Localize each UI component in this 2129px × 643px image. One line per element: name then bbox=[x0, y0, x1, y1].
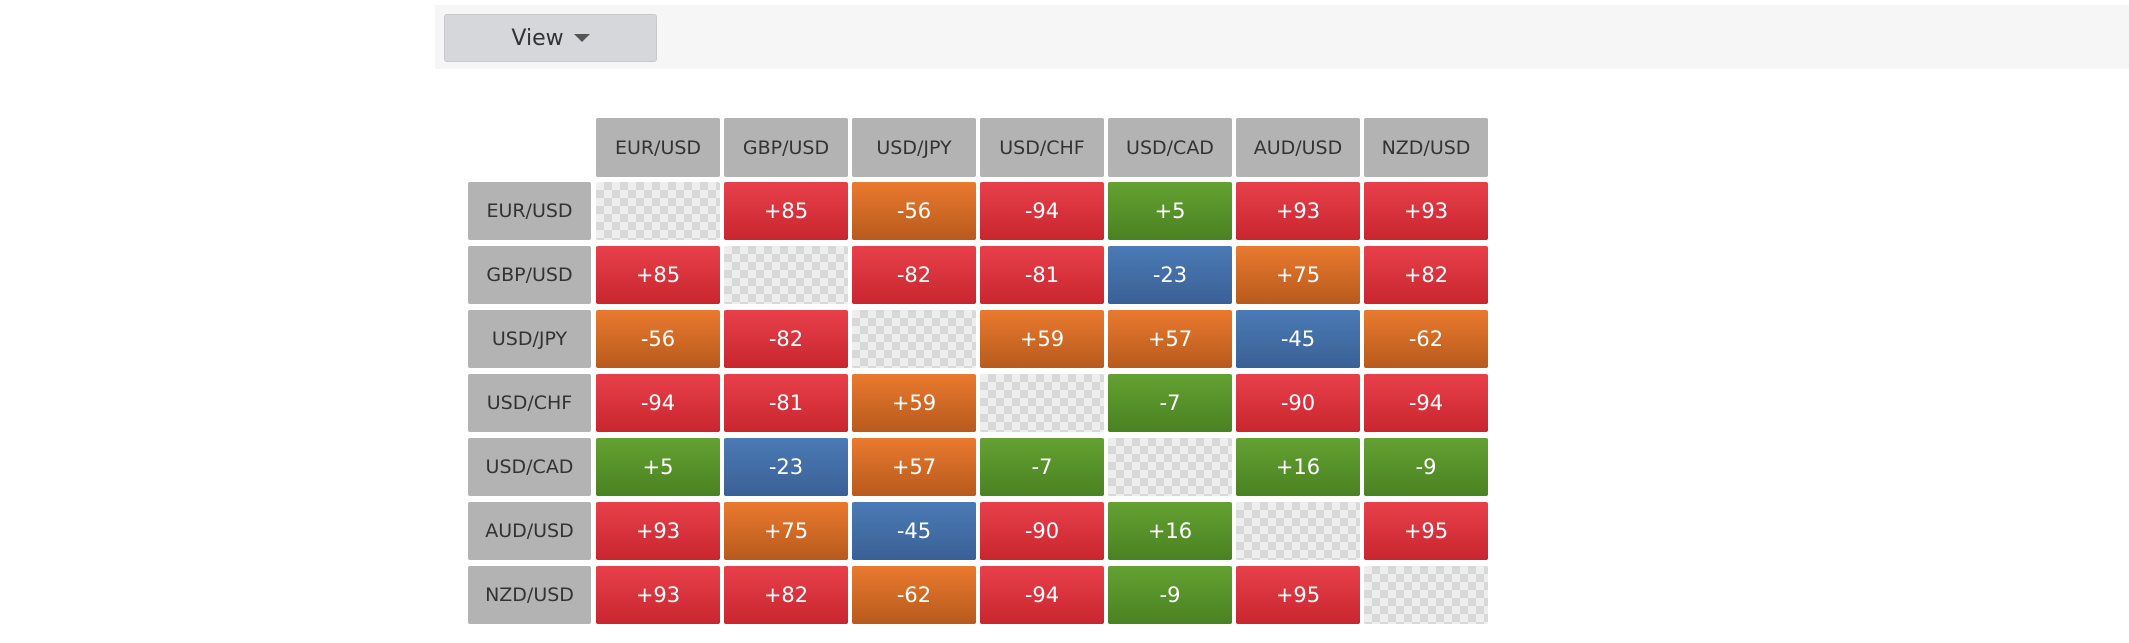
correlation-cell: +57 bbox=[1108, 310, 1232, 368]
caret[interactable] bbox=[573, 34, 590, 42]
correlation-cell: -81 bbox=[980, 246, 1104, 304]
correlation-cell: +82 bbox=[724, 566, 848, 624]
toolbar: View bbox=[435, 5, 2129, 69]
view-label[interactable]: View bbox=[511, 25, 564, 51]
correlation-cell: -7 bbox=[980, 438, 1104, 496]
correlation-cell: -23 bbox=[724, 438, 848, 496]
correlation-cell: +95 bbox=[1236, 566, 1360, 624]
correlation-cell: -90 bbox=[980, 502, 1104, 560]
column-header: NZD/USD bbox=[1364, 118, 1488, 177]
correlation-cell: -94 bbox=[980, 182, 1104, 240]
correlation-cell: -62 bbox=[1364, 310, 1488, 368]
correlation-cell: +75 bbox=[724, 502, 848, 560]
row-header: NZD/USD bbox=[468, 566, 591, 624]
view-button[interactable]: View bbox=[444, 14, 657, 62]
correlation-cell: +93 bbox=[1364, 182, 1488, 240]
correlation-cell: +75 bbox=[1236, 246, 1360, 304]
row-header: USD/CAD bbox=[468, 438, 591, 496]
correlation-cell: +16 bbox=[1108, 502, 1232, 560]
correlation-cell: -62 bbox=[852, 566, 976, 624]
correlation-cell: +5 bbox=[1108, 182, 1232, 240]
correlation-cell: +16 bbox=[1236, 438, 1360, 496]
correlation-cell: +59 bbox=[852, 374, 976, 432]
empty-cell bbox=[1108, 438, 1232, 496]
column-header: USD/JPY bbox=[852, 118, 976, 177]
row-header: USD/JPY bbox=[468, 310, 591, 368]
correlation-cell: +95 bbox=[1364, 502, 1488, 560]
correlation-cell: +93 bbox=[1236, 182, 1360, 240]
correlation-cell: -9 bbox=[1108, 566, 1232, 624]
column-header: USD/CAD bbox=[1108, 118, 1232, 177]
row-header: GBP/USD bbox=[468, 246, 591, 304]
empty-cell bbox=[852, 310, 976, 368]
correlation-cell: -56 bbox=[596, 310, 720, 368]
correlation-cell: +82 bbox=[1364, 246, 1488, 304]
correlation-cell: +85 bbox=[724, 182, 848, 240]
correlation-cell: -56 bbox=[852, 182, 976, 240]
row-header: AUD/USD bbox=[468, 502, 591, 560]
correlation-cell: -94 bbox=[1364, 374, 1488, 432]
correlation-cell: +93 bbox=[596, 566, 720, 624]
row-header: USD/CHF bbox=[468, 374, 591, 432]
correlation-cell: -82 bbox=[724, 310, 848, 368]
correlation-cell: +57 bbox=[852, 438, 976, 496]
correlation-cell: -90 bbox=[1236, 374, 1360, 432]
correlation-cell: -7 bbox=[1108, 374, 1232, 432]
empty-cell bbox=[980, 374, 1104, 432]
correlation-cell: -9 bbox=[1364, 438, 1488, 496]
correlation-cell: +59 bbox=[980, 310, 1104, 368]
empty-cell bbox=[724, 246, 848, 304]
column-header: EUR/USD bbox=[596, 118, 720, 177]
correlation-cell: -45 bbox=[852, 502, 976, 560]
correlation-cell: -94 bbox=[596, 374, 720, 432]
correlation-cell: -23 bbox=[1108, 246, 1232, 304]
row-header: EUR/USD bbox=[468, 182, 591, 240]
empty-cell bbox=[1364, 566, 1488, 624]
empty-cell bbox=[596, 182, 720, 240]
correlation-cell: -82 bbox=[852, 246, 976, 304]
correlation-cell: +85 bbox=[596, 246, 720, 304]
empty-cell bbox=[1236, 502, 1360, 560]
column-header: USD/CHF bbox=[980, 118, 1104, 177]
column-header: GBP/USD bbox=[724, 118, 848, 177]
column-header: AUD/USD bbox=[1236, 118, 1360, 177]
correlation-cell: -45 bbox=[1236, 310, 1360, 368]
correlation-cell: -81 bbox=[724, 374, 848, 432]
correlation-cell: -94 bbox=[980, 566, 1104, 624]
correlation-cell: +93 bbox=[596, 502, 720, 560]
correlation-cell: +5 bbox=[596, 438, 720, 496]
